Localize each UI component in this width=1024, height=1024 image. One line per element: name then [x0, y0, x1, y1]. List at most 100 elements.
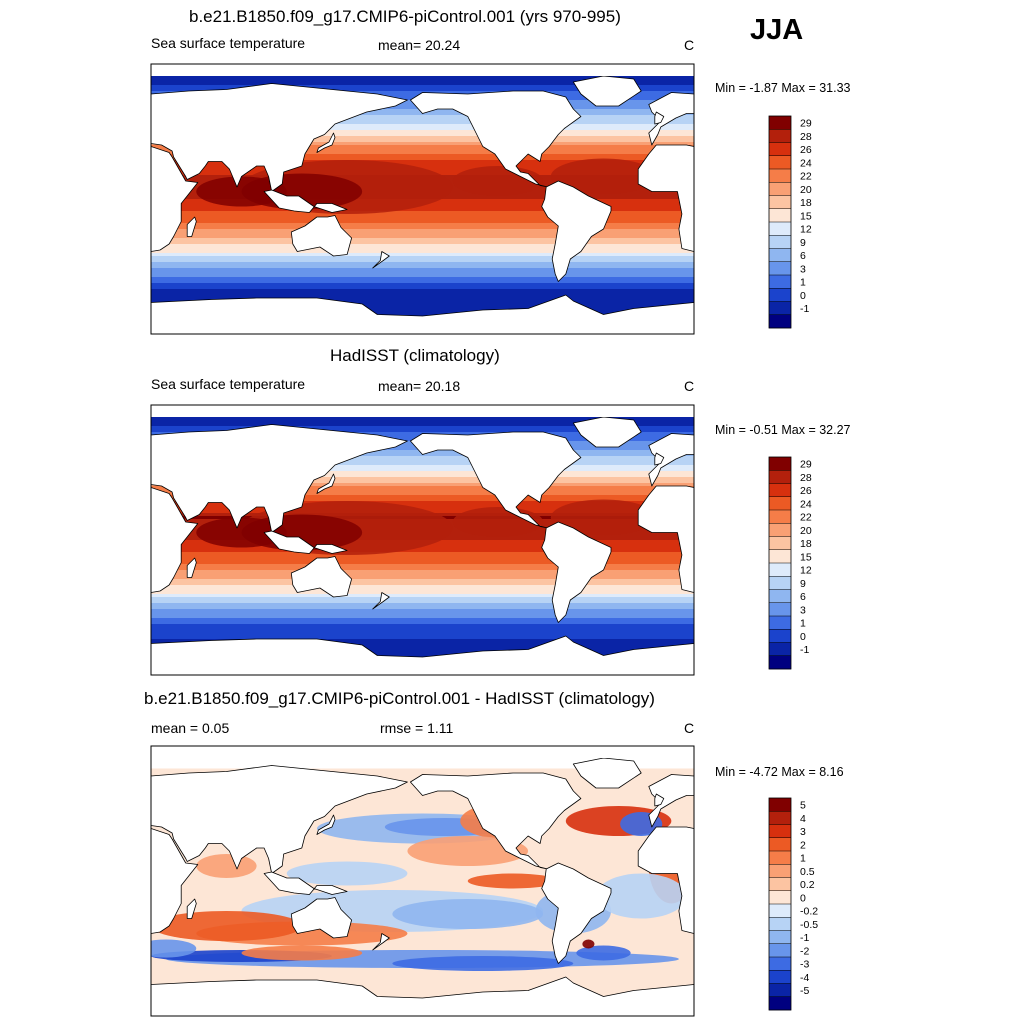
colorbar-tick-label: 9 — [800, 578, 806, 590]
sst-band — [151, 654, 694, 658]
colorbar-swatch — [769, 616, 791, 630]
sst-band — [151, 621, 694, 625]
colorbar-swatch — [769, 275, 791, 289]
diff-anomaly — [392, 899, 544, 929]
colorbar-tick-label: -4 — [800, 972, 809, 984]
sst-band — [151, 82, 694, 86]
colorbar-swatch — [769, 811, 791, 825]
landmass-africa — [151, 828, 199, 934]
colorbar-tick-label: 9 — [800, 237, 806, 249]
diff-anomaly — [582, 939, 595, 949]
sst-band — [151, 471, 694, 475]
colorbar-swatch — [769, 917, 791, 931]
colorbar-tick-label: 22 — [800, 512, 812, 524]
sst-band — [151, 211, 694, 215]
colorbar-tick-label: 1 — [800, 618, 806, 630]
panel-3-title: b.e21.B1850.f09_g17.CMIP6-piControl.001 … — [144, 689, 655, 708]
colorbar-tick-label: 12 — [800, 224, 812, 236]
sst-band — [151, 205, 694, 209]
colorbar-tick-label: -0.5 — [800, 919, 818, 931]
sst-band — [151, 274, 694, 278]
sst-band — [151, 600, 694, 604]
sst-band — [151, 250, 694, 254]
sst-band — [151, 627, 694, 631]
colorbar-swatch — [769, 576, 791, 590]
colorbar-swatch — [769, 208, 791, 223]
colorbar-tick-label: -3 — [800, 959, 809, 971]
panel-3-units: C — [684, 720, 695, 736]
panel-3-center-label: rmse = 1.11 — [380, 720, 454, 736]
map-3-frame — [150, 745, 695, 1017]
landmass-antarctica — [151, 635, 694, 675]
sst-band — [151, 229, 694, 233]
colorbar-swatch — [769, 629, 791, 643]
sst-band — [151, 232, 694, 236]
sst-band — [151, 130, 694, 134]
sst-band — [151, 417, 694, 421]
arctic-mask — [151, 64, 694, 76]
sst-band — [151, 166, 694, 170]
sst-band — [151, 214, 694, 218]
sst-band — [151, 307, 694, 311]
sst-band — [151, 501, 694, 505]
colorbar-tick-label: 24 — [800, 498, 812, 510]
sst-band — [151, 564, 694, 568]
colorbar-tick-label: 28 — [800, 131, 812, 143]
colorbar-tick-label: 20 — [800, 525, 812, 537]
arctic-mask — [151, 405, 694, 417]
colorbar-swatch — [769, 116, 791, 130]
sst-band — [151, 115, 694, 119]
sst-band — [151, 277, 694, 281]
panel-2-title: HadISST (climatology) — [330, 346, 500, 365]
sst-band — [151, 642, 694, 646]
colorbar-tick-label: 6 — [800, 250, 806, 262]
landmass-australia — [290, 556, 352, 598]
colorbar-swatch — [769, 169, 791, 183]
colorbar-tick-label: 5 — [800, 800, 806, 812]
landmass-greenland — [572, 757, 642, 789]
colorbar-swatch — [769, 602, 791, 617]
sst-band — [151, 639, 694, 643]
sst-band — [151, 124, 694, 128]
colorbar-swatch — [769, 824, 791, 839]
sst-band — [151, 591, 694, 595]
landmass-samerica — [541, 521, 612, 623]
sst-band — [151, 283, 694, 287]
sst-band — [151, 477, 694, 481]
landmass-eurasia — [151, 424, 408, 533]
colorbar-tick-label: 26 — [800, 485, 812, 497]
sst-band — [151, 645, 694, 649]
sst-band — [151, 127, 694, 131]
map-panel-3 — [151, 746, 694, 1016]
sst-band — [151, 582, 694, 586]
sst-band — [151, 85, 694, 89]
map-1-frame — [150, 63, 695, 335]
sst-band — [151, 495, 694, 499]
colorbar-tick-label: 15 — [800, 210, 812, 222]
sst-band — [151, 633, 694, 637]
landmass-nz — [372, 933, 390, 951]
colorbar-swatch — [769, 642, 791, 657]
sst-band — [151, 462, 694, 466]
sst-band — [151, 295, 694, 299]
sst-band — [151, 576, 694, 580]
panel-1-minmax: Min = -1.87 Max = 31.33 — [715, 81, 851, 95]
sst-band — [151, 121, 694, 125]
warm-pool — [196, 517, 287, 548]
sst-band — [151, 133, 694, 137]
colorbar-tick-label: 0 — [800, 290, 806, 302]
panel-3-minmax: Min = -4.72 Max = 8.16 — [715, 765, 844, 779]
colorbar-tick-label: 29 — [800, 118, 812, 130]
landmass-madagascar — [186, 216, 197, 237]
colorbar-tick-label: 18 — [800, 538, 812, 550]
landmass-australia — [290, 215, 352, 257]
sst-band — [151, 286, 694, 290]
panel-3-left-label: mean = 0.05 — [151, 720, 230, 736]
sst-band — [151, 459, 694, 463]
sst-band — [151, 474, 694, 478]
colorbar-tick-label: 3 — [800, 604, 806, 616]
landmass-greenland — [572, 416, 642, 448]
landmass-africaWest — [637, 144, 694, 252]
